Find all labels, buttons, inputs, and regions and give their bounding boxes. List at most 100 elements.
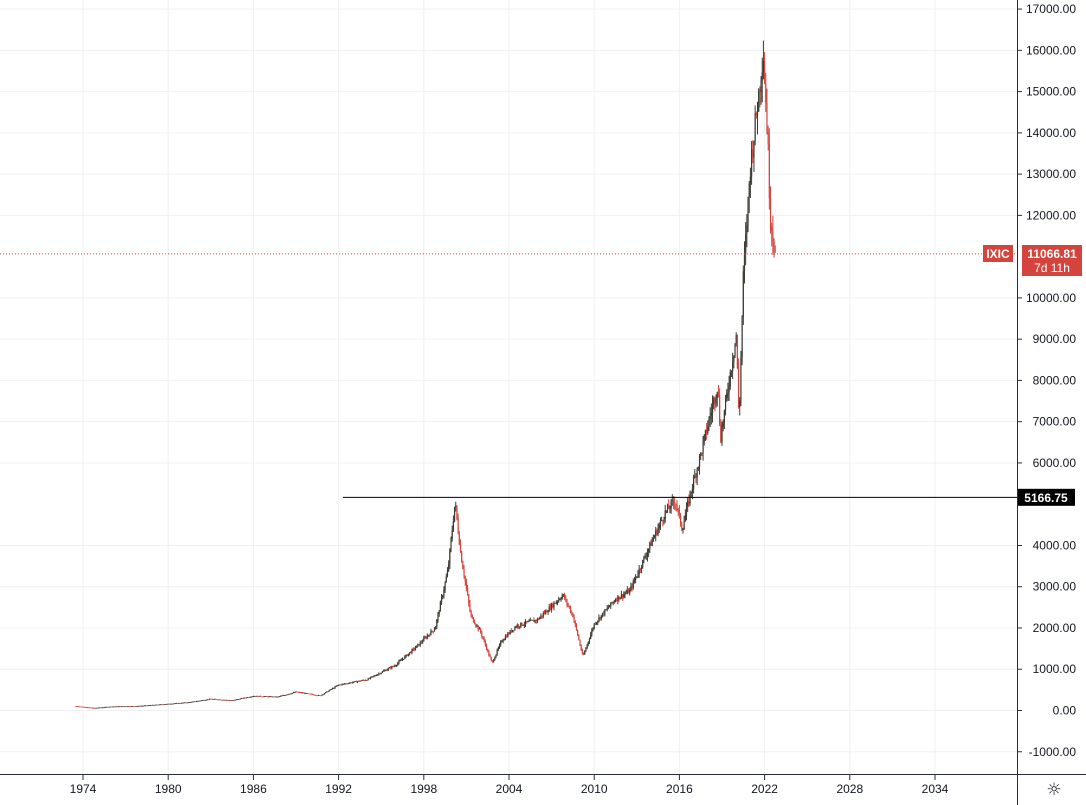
- candle-body: [584, 651, 586, 655]
- y-tick-label: 6000.00: [1033, 456, 1077, 470]
- candle-body: [199, 700, 201, 702]
- candle-body: [158, 704, 160, 706]
- candle-body: [773, 241, 775, 252]
- candle-body: [521, 622, 523, 626]
- symbol-label: IXIC: [986, 247, 1010, 261]
- candle-body: [177, 703, 179, 704]
- candle-body: [417, 644, 419, 646]
- time-axis[interactable]: 1974 1980 1986 1992 1998 2004 2010 2016 2022 2028…: [70, 775, 949, 796]
- candle-body: [104, 706, 107, 708]
- candle-body: [231, 700, 233, 702]
- candle-body: [181, 702, 183, 704]
- candle-body: [320, 695, 322, 697]
- candle-body: [378, 673, 380, 675]
- candle-body: [658, 524, 660, 529]
- candle-body: [419, 642, 421, 646]
- candle-body: [551, 603, 553, 610]
- candle-body: [252, 696, 254, 698]
- candle-body: [449, 549, 451, 565]
- candle-body: [272, 696, 275, 698]
- candle-body: [275, 696, 277, 698]
- candle-body: [619, 597, 621, 600]
- candle-body: [504, 636, 507, 640]
- candle-body: [545, 610, 547, 614]
- candle-body: [439, 602, 441, 612]
- candle-body: [355, 681, 357, 683]
- candle-body: [316, 695, 318, 697]
- candle-body: [657, 528, 659, 535]
- candle-body: [186, 702, 188, 704]
- y-tick-label: 3000.00: [1033, 580, 1077, 594]
- candle-body: [271, 696, 273, 698]
- candle-body: [626, 589, 628, 593]
- candle-body: [323, 693, 325, 695]
- candle-body: [388, 667, 391, 669]
- candle-body: [691, 488, 694, 492]
- candle-body: [197, 700, 199, 702]
- candle-body: [719, 395, 721, 425]
- candle-body: [764, 61, 766, 85]
- candle-body: [610, 602, 612, 607]
- candle-body: [353, 681, 355, 683]
- candle-body: [463, 568, 465, 577]
- candle-body: [690, 491, 692, 493]
- candle-body: [662, 520, 664, 522]
- candle-body: [555, 601, 557, 604]
- candle-body: [642, 559, 644, 568]
- candle-body: [604, 609, 606, 615]
- candle-body: [603, 612, 605, 615]
- candle-body: [677, 508, 679, 511]
- y-tick-label: 9000.00: [1033, 332, 1077, 346]
- candle-body: [755, 113, 757, 116]
- candle-body: [526, 621, 528, 623]
- candle-body: [697, 467, 699, 470]
- candle-body: [245, 697, 247, 699]
- candle-body: [597, 620, 599, 623]
- candle-body: [709, 415, 711, 419]
- candle-body: [598, 617, 600, 621]
- candle-body: [696, 469, 698, 478]
- candle-body: [729, 371, 731, 387]
- candle-body: [636, 576, 638, 578]
- candle-body: [341, 684, 343, 685]
- candle-body: [554, 602, 556, 604]
- candle-body: [522, 625, 524, 626]
- x-tick-label: 2010: [581, 782, 608, 796]
- candle-body: [205, 699, 207, 701]
- candle-body: [382, 670, 385, 672]
- candle-body: [390, 667, 392, 669]
- candle-body: [404, 656, 406, 659]
- candle-body: [224, 699, 226, 701]
- candle-body: [476, 625, 478, 627]
- settings-gear-icon[interactable]: ☼: [1046, 780, 1062, 800]
- candle-body: [203, 700, 205, 701]
- candle-body: [270, 696, 272, 698]
- candle-body: [759, 89, 761, 92]
- candle-body: [496, 649, 498, 655]
- candle-body: [201, 700, 204, 701]
- candle-body: [204, 700, 206, 701]
- candle-body: [493, 660, 495, 662]
- x-tick-label: 2016: [666, 782, 693, 796]
- price-axis[interactable]: 17000.00 16000.00 15000.00 14000.00 13000.00…: [1017, 2, 1076, 759]
- candle-body: [491, 660, 494, 662]
- candle-body: [85, 707, 88, 709]
- candle-body: [749, 176, 751, 184]
- candle-body: [268, 696, 270, 698]
- candle-body: [230, 700, 232, 702]
- candle-body: [297, 692, 299, 693]
- candle-body: [229, 700, 231, 702]
- candle-body: [475, 624, 477, 626]
- candle-body: [716, 391, 718, 398]
- candle-body: [495, 654, 497, 658]
- candle-body: [721, 427, 723, 443]
- candle-body: [319, 695, 321, 696]
- candle-body: [747, 197, 749, 226]
- candle-body: [435, 626, 437, 630]
- candle-body: [446, 570, 449, 577]
- candle-body: [317, 695, 320, 696]
- candle-body: [405, 654, 407, 657]
- candle-body: [110, 706, 112, 708]
- candle-body: [578, 635, 580, 641]
